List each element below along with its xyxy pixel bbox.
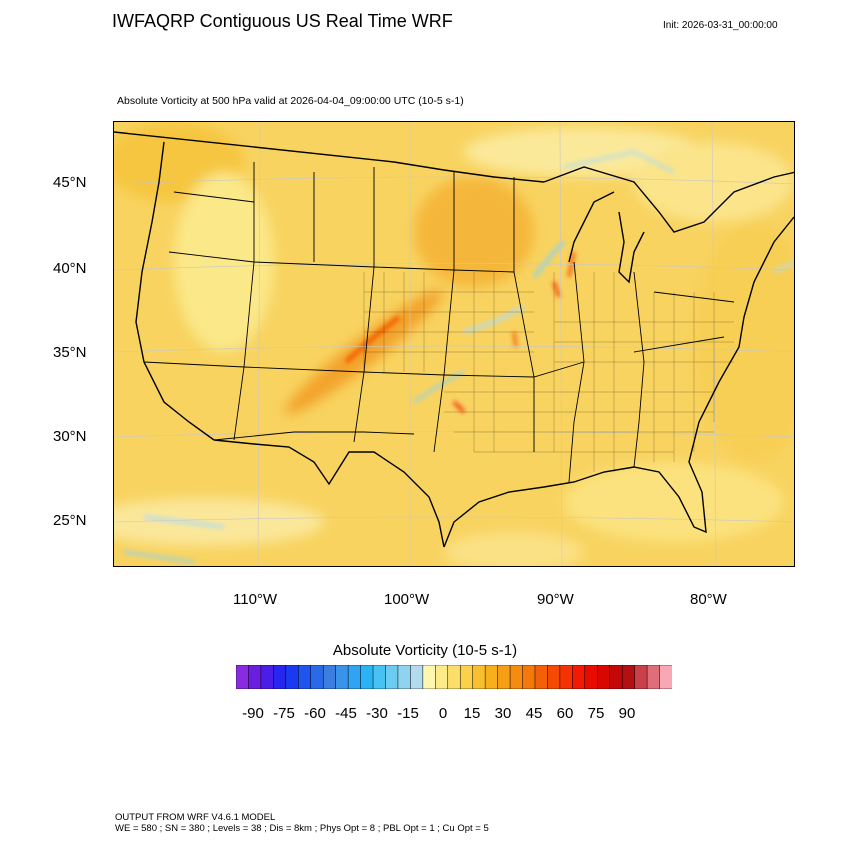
colorbar-swatch [360, 664, 374, 690]
latitude-label: 40°N [53, 260, 87, 277]
colorbar [235, 664, 673, 694]
footer-config-info: WE = 580 ; SN = 380 ; Levels = 38 ; Dis … [115, 823, 489, 834]
colorbar-swatch [646, 664, 661, 690]
colorbar-swatch [335, 664, 349, 690]
colorbar-swatches [235, 664, 673, 690]
colorbar-swatch [347, 664, 362, 690]
colorbar-swatch [547, 664, 561, 690]
colorbar-swatch [385, 664, 399, 690]
colorbar-swatch [459, 664, 474, 690]
latitude-label: 25°N [53, 512, 87, 529]
longitude-label: 90°W [537, 591, 574, 608]
latitude-label: 45°N [53, 174, 87, 191]
colorbar-swatch [497, 664, 511, 690]
longitude-label: 80°W [690, 591, 727, 608]
colorbar-swatch [260, 664, 274, 690]
colorbar-swatch [559, 664, 573, 690]
colorbar-swatch [422, 664, 436, 690]
colorbar-swatch [372, 664, 387, 690]
state-borders [143, 162, 735, 483]
field-title: Absolute Vorticity at 500 hPa valid at 2… [117, 95, 464, 107]
colorbar-swatch [322, 664, 337, 690]
colorbar-swatch [397, 664, 411, 690]
longitude-label: 110°W [233, 591, 278, 608]
colorbar-swatch [634, 664, 648, 690]
latitude-label: 30°N [53, 428, 87, 445]
colorbar-swatch [584, 664, 598, 690]
colorbar-swatch [273, 664, 287, 690]
colorbar-swatch [285, 664, 299, 690]
colorbar-swatch [298, 664, 312, 690]
footer-model-info: OUTPUT FROM WRF V4.6.1 MODEL [115, 812, 276, 823]
colorbar-swatch [447, 664, 461, 690]
graticule [114, 122, 794, 566]
colorbar-swatch [572, 664, 586, 690]
colorbar-swatch [659, 664, 673, 690]
init-time-label: Init: 2026-03-31_00:00:00 [663, 20, 778, 31]
colorbar-swatch [621, 664, 636, 690]
colorbar-swatch [248, 664, 262, 690]
county-borders [363, 272, 734, 472]
colorbar-title: Absolute Vorticity (10-5 s-1) [332, 642, 518, 659]
colorbar-swatch [484, 664, 499, 690]
colorbar-swatch [534, 664, 548, 690]
map-panel [113, 121, 795, 567]
colorbar-swatch [522, 664, 536, 690]
latitude-label: 35°N [53, 344, 87, 361]
longitude-label: 100°W [384, 591, 430, 608]
colorbar-swatch [235, 664, 250, 690]
colorbar-swatch [310, 664, 324, 690]
vorticity-map [114, 122, 794, 566]
plot-title: IWFAQRP Contiguous US Real Time WRF [112, 11, 453, 31]
coastlines [114, 131, 794, 548]
colorbar-swatch [509, 664, 524, 690]
colorbar-swatch [472, 664, 486, 690]
colorbar-swatch [609, 664, 623, 690]
vorticity-field-shading [114, 122, 794, 566]
colorbar-swatch [435, 664, 449, 690]
colorbar-swatch [597, 664, 611, 690]
colorbar-swatch [410, 664, 424, 690]
